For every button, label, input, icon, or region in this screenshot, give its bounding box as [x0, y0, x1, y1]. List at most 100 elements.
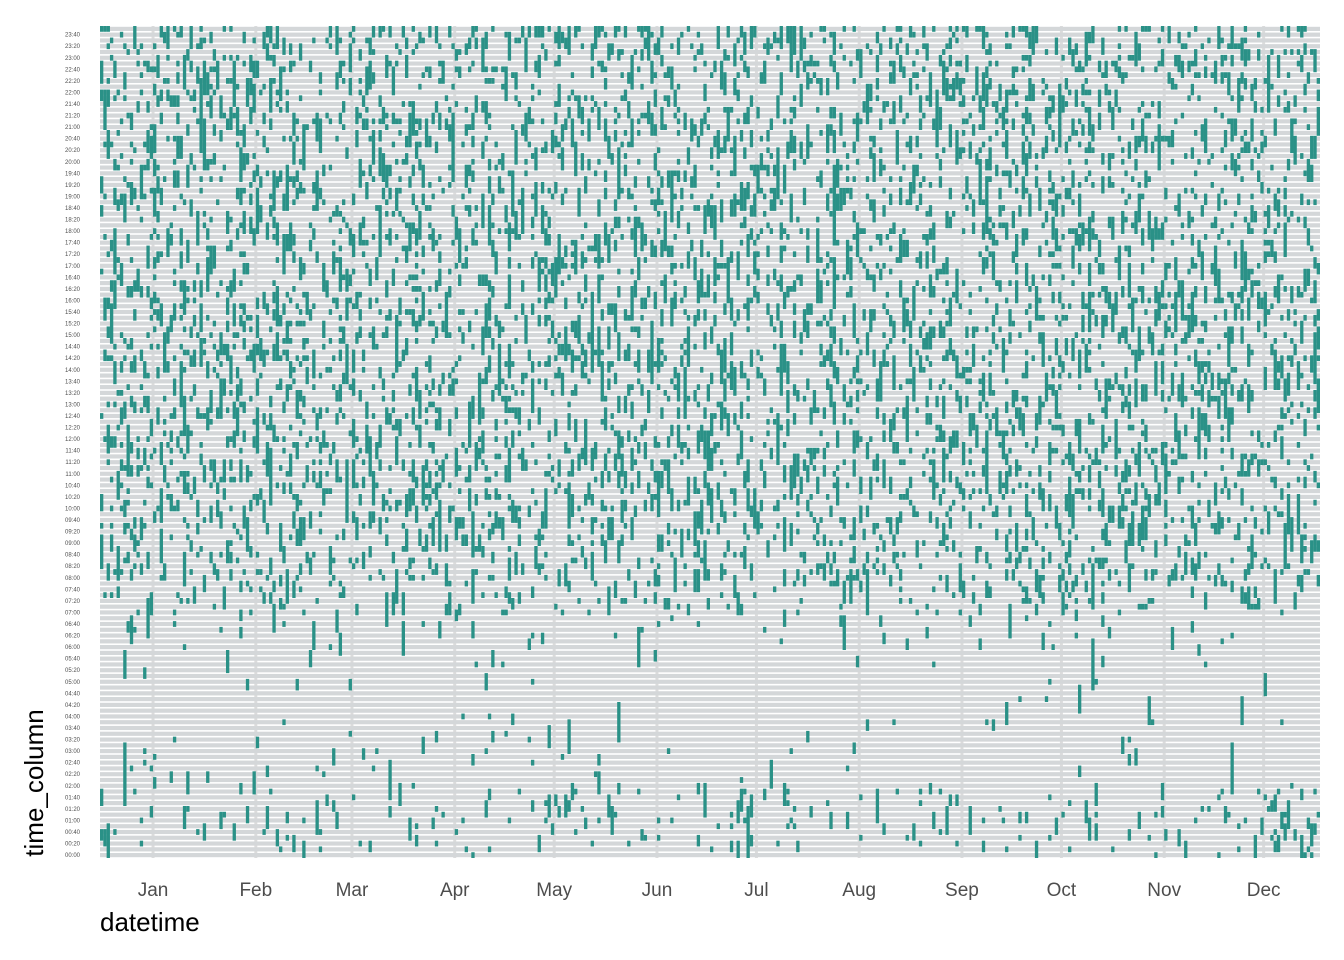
activity-cell [414, 297, 419, 304]
activity-cell [882, 823, 886, 835]
activity-cell [640, 829, 644, 841]
activity-cell [1303, 546, 1307, 552]
activity-cell [1303, 268, 1307, 292]
activity-cell [123, 43, 127, 50]
activity-cell [1280, 609, 1284, 616]
activity-cell [235, 106, 240, 136]
activity-cell [842, 413, 846, 425]
activity-cell [411, 49, 415, 55]
activity-cell [663, 390, 667, 396]
activity-cell [640, 49, 644, 61]
activity-cell [955, 268, 959, 304]
activity-cell [491, 66, 495, 73]
activity-cell [288, 453, 293, 477]
activity-cell [1041, 332, 1045, 367]
activity-cell [454, 262, 459, 269]
activity-cell [981, 817, 986, 824]
activity-cell [607, 586, 611, 616]
activity-cell [428, 390, 432, 396]
activity-cell [172, 26, 177, 32]
activity-cell [1114, 569, 1118, 575]
activity-cell [172, 170, 177, 188]
activity-cell [826, 378, 830, 390]
activity-cell [1203, 234, 1208, 240]
activity-cell [753, 193, 757, 217]
activity-cell [1041, 78, 1045, 84]
activity-cell [971, 222, 976, 234]
activity-cell [1180, 280, 1185, 321]
activity-cell [554, 101, 558, 107]
activity-cell [587, 378, 591, 385]
activity-cell [1117, 447, 1122, 454]
activity-cell [693, 511, 697, 546]
activity-cell [199, 78, 203, 154]
activity-cell [1170, 130, 1175, 148]
activity-cell [504, 465, 508, 483]
activity-cell [922, 540, 926, 546]
activity-cell [1074, 66, 1078, 73]
activity-cell [1094, 678, 1098, 685]
activity-cell [862, 528, 866, 541]
activity-cell [1044, 106, 1049, 125]
activity-cell [1150, 228, 1155, 252]
activity-cell [965, 176, 969, 194]
activity-cell [186, 424, 190, 454]
activity-cell [597, 274, 601, 304]
activity-cell [1260, 442, 1264, 448]
activity-cell [232, 268, 236, 292]
activity-cell [942, 378, 946, 385]
activity-cell [859, 580, 863, 593]
activity-cell [912, 72, 916, 78]
activity-cell [835, 193, 840, 211]
activity-cell [119, 193, 124, 206]
activity-cell [1011, 251, 1015, 263]
activity-cell [908, 26, 913, 38]
activity-cell [269, 395, 273, 408]
activity-cell [192, 384, 197, 396]
activity-cell [454, 407, 459, 419]
activity-cell [852, 118, 856, 125]
activity-cell [859, 378, 863, 385]
activity-cell [474, 95, 478, 113]
activity-cell [225, 78, 230, 84]
activity-cell [1313, 407, 1317, 419]
activity-cell [1310, 852, 1314, 858]
activity-cell [401, 216, 405, 223]
activity-cell [325, 112, 329, 119]
activity-cell [620, 534, 624, 546]
y-tick-label: 15:20 [65, 322, 81, 328]
activity-cell [640, 384, 644, 396]
activity-cell [1005, 470, 1009, 494]
activity-cell [434, 141, 439, 154]
activity-cell [348, 228, 352, 246]
activity-cell [961, 228, 966, 234]
activity-cell [1051, 262, 1055, 269]
activity-cell [1247, 222, 1251, 234]
activity-cell [1260, 528, 1264, 535]
activity-cell [252, 771, 256, 795]
activity-cell [1290, 338, 1294, 344]
activity-cell [504, 730, 508, 737]
activity-cell [716, 522, 720, 535]
activity-cell [166, 135, 170, 142]
activity-cell [113, 401, 117, 408]
activity-cell [265, 442, 270, 477]
activity-cell [1273, 840, 1277, 853]
activity-cell [829, 106, 833, 119]
activity-cell [584, 557, 588, 570]
activity-cell [1210, 372, 1214, 390]
activity-cell [723, 569, 727, 575]
y-tick-label: 07:20 [65, 599, 81, 605]
activity-cell [126, 234, 130, 246]
activity-cell [262, 349, 266, 367]
activity-cell [176, 60, 180, 67]
activity-cell [1167, 262, 1171, 269]
activity-cell [1276, 378, 1281, 390]
activity-cell [584, 349, 588, 367]
activity-cell [782, 118, 787, 125]
activity-cell [1303, 459, 1307, 466]
activity-cell [106, 26, 110, 32]
activity-cell [915, 257, 919, 263]
activity-cell [288, 424, 293, 431]
activity-cell [494, 592, 498, 598]
